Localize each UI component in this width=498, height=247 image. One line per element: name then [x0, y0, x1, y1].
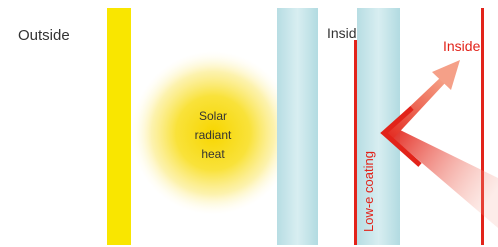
heat-label: heat	[201, 147, 225, 161]
low-e-coating	[354, 40, 357, 245]
inside-label: Inside	[443, 38, 481, 54]
coating-label: Low-e coating	[361, 151, 376, 232]
glass-pane	[277, 8, 318, 245]
diagram: Outside Solar radiant heat Inside Inside…	[0, 0, 498, 247]
heat-label: Solar	[199, 109, 227, 123]
outside-label: Outside	[18, 27, 70, 44]
heat-label: radiant	[195, 128, 232, 142]
outer-pane	[107, 8, 131, 245]
